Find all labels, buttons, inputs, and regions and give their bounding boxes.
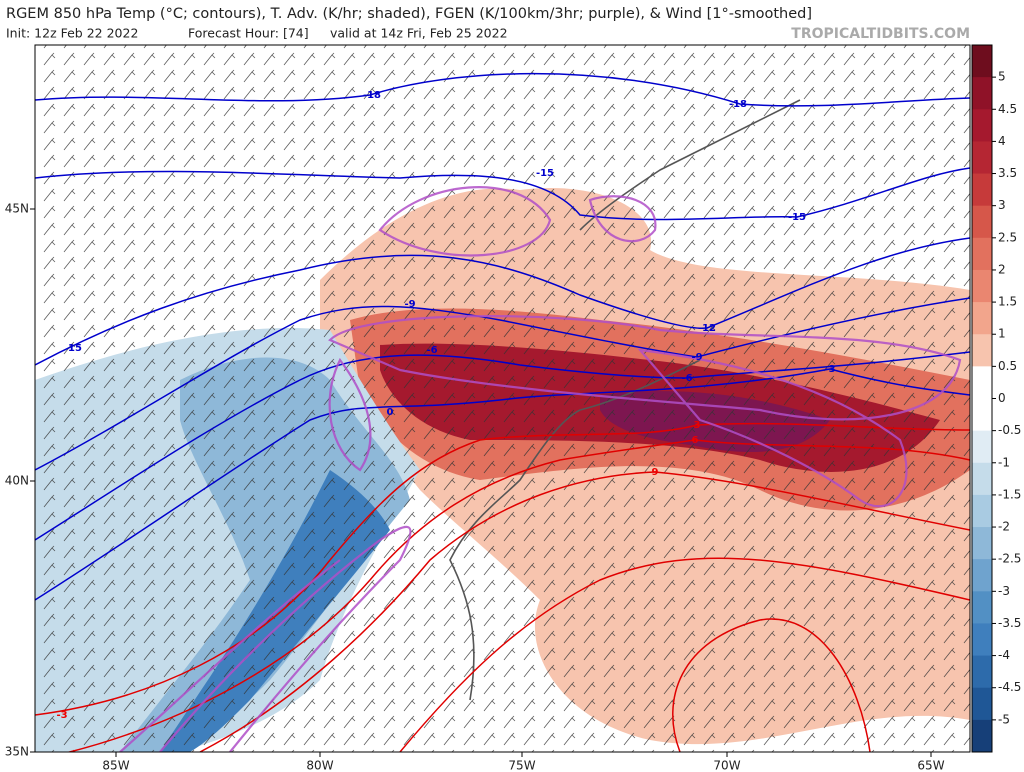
colorbar-bin <box>972 559 992 592</box>
contour-label: -3 <box>824 364 835 375</box>
lat-label: 40N <box>5 474 29 488</box>
contour-label: 15 <box>68 343 82 354</box>
colorbar-tick-label: 4.5 <box>998 102 1017 116</box>
map-frame <box>34 44 971 753</box>
colorbar-tick-label: 5 <box>998 70 1006 84</box>
lon-label: 75W <box>508 759 535 772</box>
colorbar-tick-label: 3 <box>998 198 1006 212</box>
colorbar-tick-label: 1 <box>998 327 1006 341</box>
colorbar-tick-label: -2.5 <box>998 552 1021 566</box>
colorbar-bin <box>972 269 992 303</box>
colorbar-tick-label: 2.5 <box>998 230 1017 244</box>
contour-label: -15 <box>788 212 806 223</box>
colorbar-tick-label: -1.5 <box>998 487 1021 501</box>
colorbar-bin <box>972 655 992 689</box>
watermark: TROPICALTIDBITS.COM <box>791 26 970 42</box>
colorbar-tick-label: -0.5 <box>998 423 1021 437</box>
colorbar-tick-label: -2 <box>998 520 1010 534</box>
map-area: -18 -18 -15 -15 -12 -9 -6 -3 0 -9 -6 15 -3 9 6 3 <box>35 45 970 752</box>
colorbar-bin <box>972 623 992 657</box>
contour-label: 9 <box>652 467 659 478</box>
colorbar-tick-label: 4 <box>998 134 1006 148</box>
colorbar-tick-label: 1.5 <box>998 295 1017 309</box>
lon-label: 65W <box>917 759 944 772</box>
contour-label: -6 <box>426 345 437 356</box>
contour-label: 3 <box>694 420 701 431</box>
lon-label: 70W <box>713 759 740 772</box>
colorbar-bin <box>972 591 992 624</box>
colorbar-tick-label: 3.5 <box>998 166 1017 180</box>
colorbar-tick-label: -5 <box>998 712 1010 726</box>
lat-label: 45N <box>5 202 29 216</box>
lon-label: 80W <box>306 759 333 772</box>
contour-label: -12 <box>698 323 716 334</box>
colorbar-tick-label: 0.5 <box>998 359 1017 373</box>
colorbar-tick-label: -1 <box>998 455 1010 469</box>
colorbar-tick-label: -4 <box>998 648 1010 662</box>
contour-label: -3 <box>56 710 67 721</box>
colorbar-tick-label: -3.5 <box>998 616 1021 630</box>
contour-label: 0 <box>387 407 394 418</box>
colorbar-bin <box>972 527 992 560</box>
colorbar-bin <box>972 45 992 78</box>
lat-label: 35N <box>5 745 29 759</box>
contour-label: 6 <box>692 435 699 446</box>
colorbar-tick-label: 2 <box>998 262 1006 276</box>
init-time: Init: 12z Feb 22 2022 <box>6 26 138 41</box>
contour-label: -18 <box>729 99 747 110</box>
frontogenesis-contours <box>119 186 962 752</box>
colorbar-tick-label: -4.5 <box>998 680 1021 694</box>
colorbar-tick-label: -3 <box>998 584 1010 598</box>
temperature-contours-warm <box>35 422 970 752</box>
colorbar-bin <box>972 494 992 528</box>
colorbar-bin <box>972 237 992 271</box>
colorbar-bin <box>972 334 992 367</box>
title: RGEM 850 hPa Temp (°C; contours), T. Adv… <box>6 6 812 22</box>
colorbar-bin <box>972 109 992 142</box>
forecast-hour: Forecast Hour: [74] <box>188 26 309 41</box>
contour-label: -15 <box>536 168 554 179</box>
contour-label: -18 <box>363 90 381 101</box>
lon-label: 85W <box>102 759 129 772</box>
colorbar-bin <box>972 77 992 110</box>
contour-label: -6 <box>681 373 692 384</box>
colorbar-bin <box>972 719 992 753</box>
valid-time: valid at 14z Fri, Feb 25 2022 <box>330 26 508 41</box>
colorbar-bin <box>972 302 992 335</box>
contour-label: -9 <box>404 299 415 310</box>
colorbar-bin <box>972 430 992 464</box>
colorbar-bin <box>972 462 992 496</box>
contour-label: -9 <box>691 352 702 363</box>
colorbar-bin <box>972 141 992 175</box>
colorbar-bin <box>972 173 992 207</box>
colorbar-bin <box>972 398 992 432</box>
temperature-contours-cold <box>35 72 970 601</box>
colorbar-bin <box>972 687 992 721</box>
colorbar-bin <box>972 366 992 399</box>
colorbar-bin <box>972 205 992 239</box>
colorbar-tick-label: 0 <box>998 391 1006 405</box>
